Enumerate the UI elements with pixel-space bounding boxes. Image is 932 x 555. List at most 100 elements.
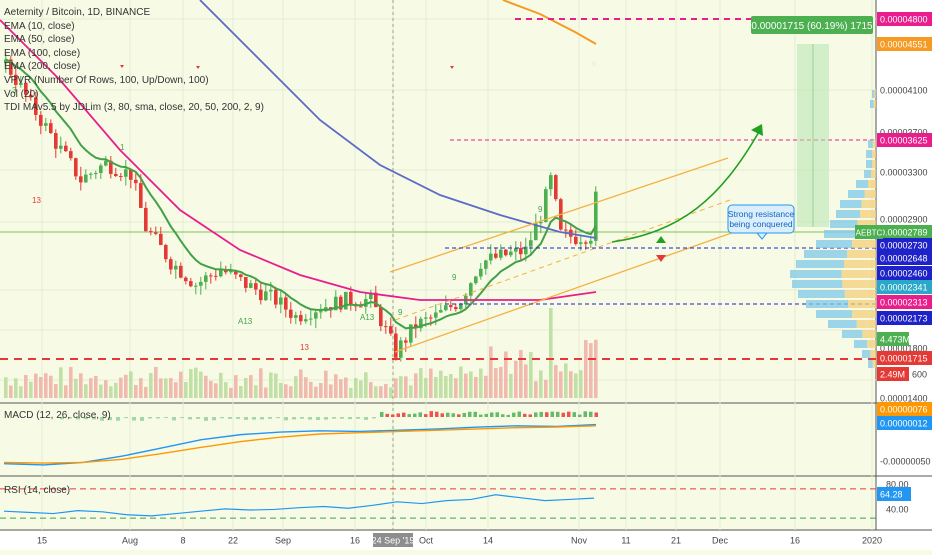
macd-histogram-bar [567,411,571,417]
volume-bar [89,378,93,398]
macd-histogram-bar [268,417,272,419]
candle [169,259,173,270]
rsi-tick: 80.00 [886,480,909,490]
candle [164,244,168,260]
candle [289,309,293,318]
indicator-ema10[interactable]: EMA (10, close) [4,20,75,32]
volume-bar [124,374,128,398]
indicator-vpvr[interactable]: VPVR (Number Of Rows, 100, Up/Down, 100) [4,74,209,86]
candle [139,183,143,208]
volume-bar [309,381,313,398]
macd-histogram-bar [528,414,532,417]
time-tick: 22 [228,536,238,546]
vpvr-bar [804,250,848,258]
target-label-group: 0.00001715 (60.19%) 1715 [751,16,873,34]
volume-bar [439,370,443,398]
candle [384,326,388,328]
volume-bar [29,381,33,398]
volume-label-box [877,332,909,346]
td-marker: A13 [360,313,375,322]
candle [34,97,38,115]
candle [234,270,238,275]
indicator-ema50[interactable]: EMA (50, close) [4,34,75,46]
projection-arrowhead [751,124,763,136]
macd-histogram-bar [148,417,152,419]
td-marker: 9 [538,205,543,214]
candle [79,176,83,183]
volume-bar [329,384,333,398]
candle [134,179,138,184]
indicator-vol[interactable]: Vol (20) [4,88,39,100]
candle [49,123,53,134]
volume-bar [39,377,43,398]
macd-histogram-bar [356,417,360,419]
volume-bar [299,369,303,398]
candle [14,74,18,85]
volume-bar [444,376,448,398]
rsi-line [3,494,595,517]
candle [244,277,248,288]
td-marker: 9 [452,273,457,282]
candle [189,281,193,287]
macd-histogram-bar [100,417,104,421]
candle [339,296,343,310]
volume-bar [254,385,258,398]
volume-bar [139,378,143,398]
indicator-ema200[interactable]: EMA (200, close) [4,61,81,73]
rsi-label-text: 64.28 [880,490,903,500]
indicator-ema100[interactable]: EMA (100, close) [4,47,81,59]
volume-bar [239,386,243,398]
candle [159,233,163,245]
macd-label-box [877,416,932,430]
candle [39,114,43,126]
vpvr-bar [848,190,865,198]
crosshair-date-box [373,533,413,547]
time-tick: 15 [37,536,47,546]
candle [509,251,513,256]
macd-histogram-bar [479,414,483,417]
volume-bar [544,379,548,398]
crosshair-date-label: 24 Sep '19 [372,536,415,546]
volume-bar [349,387,353,398]
candle [9,59,13,75]
price-label-text: 0.00002313 [880,298,928,308]
price-tick: 0.00003700 [880,128,928,138]
price-tick: 0.00003300 [880,168,928,178]
macd-histogram-bar [534,412,538,417]
macd-histogram-bar [550,411,554,417]
macd-title[interactable]: MACD (12, 26, close, 9) [4,410,111,421]
volume-bar [459,366,463,398]
candle [404,340,408,343]
candle [184,277,188,282]
macd-histogram-bar [473,411,477,417]
indicator-tdi[interactable]: TDI MAv5.5 by JDLim (3, 80, sma, close, … [4,102,264,114]
volume-label-text: 4.473M [880,335,910,345]
vpvr-bar [852,310,876,318]
candle [279,297,283,305]
macd-histogram-bar [332,417,336,419]
plot-background [0,0,876,530]
candle [309,318,313,320]
vpvr-bar [844,260,876,268]
macd-histogram-bar [396,413,400,417]
macd-histogram-bar [316,417,320,421]
macd-histogram-bar [204,417,208,421]
macd-histogram-bar [252,417,256,420]
macd-histogram-bar [92,417,96,420]
candle [344,291,348,310]
macd-histogram-bar [501,414,505,417]
vpvr-bar [860,210,876,218]
target-label [751,16,873,34]
time-axis-background [0,531,876,550]
candle [44,123,48,126]
macd-histogram-bar [364,417,368,420]
volume-label-text: 2.49M [880,370,905,380]
volume-bar [499,366,503,398]
macd-histogram-bar [212,417,216,421]
vpvr-bar [868,180,876,188]
volume-bar [339,379,343,398]
symbol-tag [855,225,883,239]
volume-bar [154,366,158,398]
rsi-title[interactable]: RSI (14, close) [4,485,71,496]
